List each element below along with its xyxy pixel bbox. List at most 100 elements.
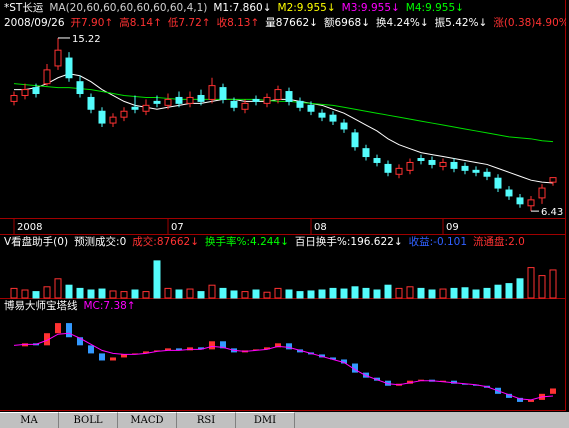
tower-block: [264, 347, 270, 350]
candle-body: [65, 57, 73, 79]
tower-block: [209, 341, 215, 350]
candle-body: [54, 49, 62, 67]
tab[interactable]: BOLL: [59, 412, 118, 428]
tower-block: [44, 333, 50, 346]
volume-bar: [483, 287, 491, 299]
volume-bar: [252, 289, 260, 299]
tower-block: [132, 353, 138, 355]
volume-bar: [384, 284, 392, 299]
legend-item: 量87662↓: [265, 17, 318, 29]
candle-body: [241, 102, 249, 110]
candle-body: [76, 81, 84, 95]
volume-bar: [296, 291, 304, 299]
tower-block: [517, 397, 523, 402]
candle-body: [230, 100, 238, 108]
legend-item: 振5.42%↓: [434, 17, 488, 29]
volume-bar: [32, 291, 40, 299]
candle-body: [21, 89, 29, 96]
mc-line: [13, 332, 554, 401]
candle-body: [362, 148, 370, 158]
legend-item: V看盘助手(0): [4, 236, 69, 248]
legend-item: M1:7.860↓: [213, 2, 272, 14]
legend-item: 低7.72↑: [167, 17, 211, 29]
tower-block: [352, 363, 358, 373]
volume-bar: [329, 287, 337, 299]
candle-body: [494, 177, 502, 189]
candle-body: [274, 89, 282, 100]
volume-bar: [439, 288, 447, 299]
volume-bar: [494, 284, 502, 299]
candle-body: [549, 177, 557, 183]
legend-item: 换手率%:4.244↓: [205, 236, 289, 248]
candle-body: [98, 110, 106, 124]
x-tick-label: 08: [314, 222, 327, 233]
candle-body: [406, 161, 414, 171]
legend-item: MC:7.38↑: [83, 300, 136, 312]
candle-body: [395, 167, 403, 175]
candle-body: [120, 110, 128, 118]
x-tick-label: 07: [171, 222, 184, 233]
candle-body: [516, 197, 524, 205]
tower-block: [253, 349, 259, 351]
volume-bar: [98, 288, 106, 299]
tower-block: [286, 343, 292, 350]
volume-bar: [549, 269, 557, 299]
tower-block: [77, 337, 83, 346]
legend-item: 2008/09/26: [4, 17, 65, 29]
legend: V看盘助手(0) 预测成交:0 成交:87662↓ 换手率%:4.244↓ 百日换手%:…: [4, 236, 566, 249]
volume-bar: [538, 275, 546, 299]
volume-bar: [373, 289, 381, 299]
volume-bar: [461, 287, 469, 299]
volume-bar: [527, 267, 535, 299]
tab[interactable]: MA: [0, 412, 59, 428]
tower-block: [88, 345, 94, 354]
tower-block: [341, 359, 347, 364]
volume-bar: [219, 287, 227, 299]
volume-bar: [21, 289, 29, 299]
candle-body: [131, 106, 139, 110]
legend-item: 开7.90↑: [70, 17, 114, 29]
candle-body: [340, 122, 348, 130]
tab[interactable]: RSI: [177, 412, 236, 428]
x-tick-label: 2008: [17, 222, 42, 233]
candle-body: [472, 169, 480, 173]
x-tick-label: 09: [446, 222, 459, 233]
volume-bar: [274, 287, 282, 299]
tower-block: [220, 341, 226, 349]
ma-line: [13, 83, 554, 143]
tower-block: [506, 393, 512, 398]
candle-body: [219, 87, 227, 100]
ma-line: [14, 73, 554, 184]
tab[interactable]: DMI: [236, 412, 295, 428]
tower-block: [66, 323, 72, 338]
tower-block: [330, 357, 336, 360]
tab[interactable]: MACD: [118, 412, 177, 428]
legend-item: 高8.14↑: [119, 17, 162, 29]
volume-bar: [76, 287, 84, 299]
tower-block: [275, 343, 281, 348]
volume-bar: [153, 260, 161, 299]
candle-body: [384, 163, 392, 173]
tower-block: [121, 354, 127, 358]
legend-item: 收8.13↑: [216, 17, 260, 29]
candle-body: [450, 161, 458, 169]
legend-item: *ST长运: [4, 2, 44, 14]
volume-bar: [516, 278, 524, 299]
annotation: 6.43: [541, 207, 563, 218]
tower-block: [550, 388, 556, 394]
legend-item: 百日换手%:196.622↓: [294, 236, 403, 248]
candle-body: [109, 116, 117, 124]
tower-block: [55, 323, 61, 334]
candle-body: [197, 94, 205, 102]
volume-bar: [109, 290, 117, 299]
volume-bar: [186, 288, 194, 299]
tower-block: [187, 347, 193, 351]
volume-bar: [351, 286, 359, 299]
legend-item: 换4.24%↓: [376, 17, 429, 29]
volume-bar: [307, 290, 315, 299]
volume-bar: [10, 287, 18, 299]
volume-bar: [241, 291, 249, 299]
tower-block: [99, 353, 105, 361]
volume-bar: [175, 289, 183, 299]
